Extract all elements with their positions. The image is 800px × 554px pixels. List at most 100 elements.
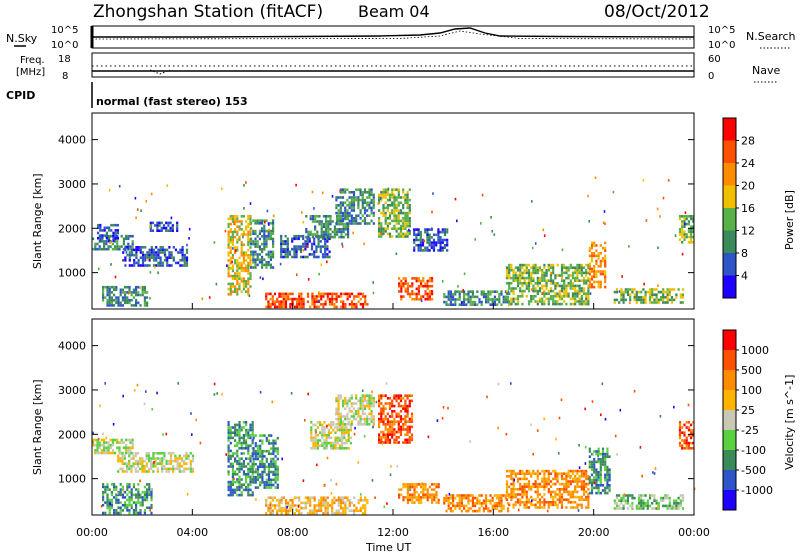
power-echo-cell — [372, 198, 375, 202]
power-echo-cell — [683, 235, 686, 239]
power-echo-cell — [124, 248, 127, 252]
power-echo-cell — [432, 246, 436, 250]
velocity-echo-cell — [107, 443, 110, 447]
power-echo-cell — [670, 301, 674, 304]
power-echo-cell — [395, 222, 398, 225]
power-echo-cell — [132, 291, 135, 294]
power-echo-cell — [333, 235, 336, 239]
power-echo-cell — [406, 193, 409, 197]
velocity-echo-cell — [128, 485, 131, 489]
velocity-echo-cell — [496, 502, 499, 505]
velocity-echo-cell — [565, 485, 568, 488]
velocity-echo-cell — [189, 452, 192, 455]
power-echo-cell — [668, 290, 671, 294]
velocity-echo-cell — [437, 485, 440, 489]
power-echo-cell — [525, 282, 528, 285]
velocity-echo-cell — [554, 477, 557, 481]
velocity-echo-cell — [270, 442, 273, 445]
velocity-echo-cell — [399, 417, 403, 421]
power-echo-cell — [400, 295, 403, 298]
power-echo-cell — [346, 204, 349, 207]
power-echo-cell — [395, 196, 398, 199]
power-echo-cell — [273, 303, 277, 306]
power-echo-cell — [404, 193, 407, 197]
velocity-echo-point — [486, 395, 488, 399]
power-echo-cell — [402, 219, 405, 223]
power-echo-cell — [348, 303, 351, 306]
velocity-echo-cell — [227, 493, 230, 497]
power-echo-point — [643, 282, 645, 286]
power-echo-cell — [543, 289, 546, 293]
velocity-echo-cell — [247, 428, 250, 432]
velocity-echo-cell — [349, 428, 352, 432]
velocity-echo-cell — [399, 430, 403, 434]
power-echo-cell — [571, 276, 575, 280]
power-echo-cell — [342, 305, 345, 309]
velocity-echo-cell — [642, 504, 645, 508]
velocity-echo-cell — [677, 507, 680, 510]
power-echo-cell — [400, 297, 403, 301]
velocity-echo-cell — [597, 447, 600, 451]
power-echo-cell — [227, 243, 230, 247]
power-echo-cell — [238, 285, 241, 288]
velocity-echo-cell — [406, 498, 409, 502]
power-echo-cell — [530, 279, 533, 282]
velocity-echo-cell — [121, 496, 124, 499]
velocity-echo-cell — [337, 404, 340, 408]
velocity-echo-cell — [236, 428, 239, 432]
power-echo-cell — [432, 233, 436, 237]
power-echo-cell — [250, 253, 253, 256]
velocity-echo-cell — [298, 499, 301, 502]
power-echo-cell — [399, 232, 403, 236]
velocity-echo-point — [191, 433, 193, 436]
power-echo-cell — [352, 193, 356, 197]
velocity-echo-cell — [240, 465, 243, 468]
velocity-echo-cell — [146, 498, 149, 502]
velocity-echo-cell — [386, 420, 389, 423]
power-echo-cell — [417, 246, 420, 250]
velocity-echo-cell — [393, 417, 396, 421]
velocity-echo-cell — [467, 499, 470, 502]
power-echo-cell — [315, 247, 318, 251]
power-echo-cell — [516, 274, 520, 277]
velocity-echo-cell — [336, 447, 339, 450]
power-echo-cell — [165, 229, 168, 232]
velocity-echo-cell — [336, 426, 339, 429]
power-echo-cell — [342, 292, 345, 296]
velocity-echo-cell — [276, 457, 279, 461]
velocity-echo-cell — [98, 446, 101, 450]
power-echo-cell — [538, 289, 542, 293]
power-echo-cell — [398, 290, 401, 293]
power-echo-cell — [318, 235, 321, 239]
velocity-echo-cell — [543, 503, 546, 507]
velocity-echo-cell — [565, 472, 568, 475]
velocity-echo-cell — [368, 423, 371, 426]
power-echo-cell — [578, 284, 581, 288]
power-echo-region — [122, 246, 189, 267]
power-echo-cell — [112, 223, 115, 227]
velocity-echo-region — [92, 438, 134, 455]
power-echo-cell — [336, 228, 339, 231]
velocity-echo-cell — [366, 420, 369, 423]
power-echo-cell — [474, 300, 477, 304]
velocity-echo-cell — [565, 477, 568, 481]
velocity-echo-cell — [316, 426, 319, 429]
velocity-echo-cell — [489, 499, 492, 502]
power-echo-cell — [261, 258, 264, 261]
velocity-echo-cell — [163, 465, 166, 468]
power-echo-cell — [380, 222, 383, 225]
power-echo-cell — [261, 222, 264, 225]
power-echo-cell — [395, 230, 398, 233]
power-echo-cell — [287, 297, 290, 301]
power-echo-cell — [404, 198, 407, 202]
velocity-echo-cell — [606, 478, 609, 482]
velocity-echo-cell — [337, 412, 340, 416]
power-echo-cell — [443, 243, 447, 247]
power-echo-cell — [284, 247, 287, 251]
power-echo-cell — [324, 245, 327, 248]
power-echo-cell — [143, 304, 146, 307]
power-echo-cell — [569, 297, 572, 301]
power-echo-cell — [478, 298, 481, 301]
velocity-echo-cell — [231, 478, 234, 481]
power-echo-point — [352, 231, 354, 235]
